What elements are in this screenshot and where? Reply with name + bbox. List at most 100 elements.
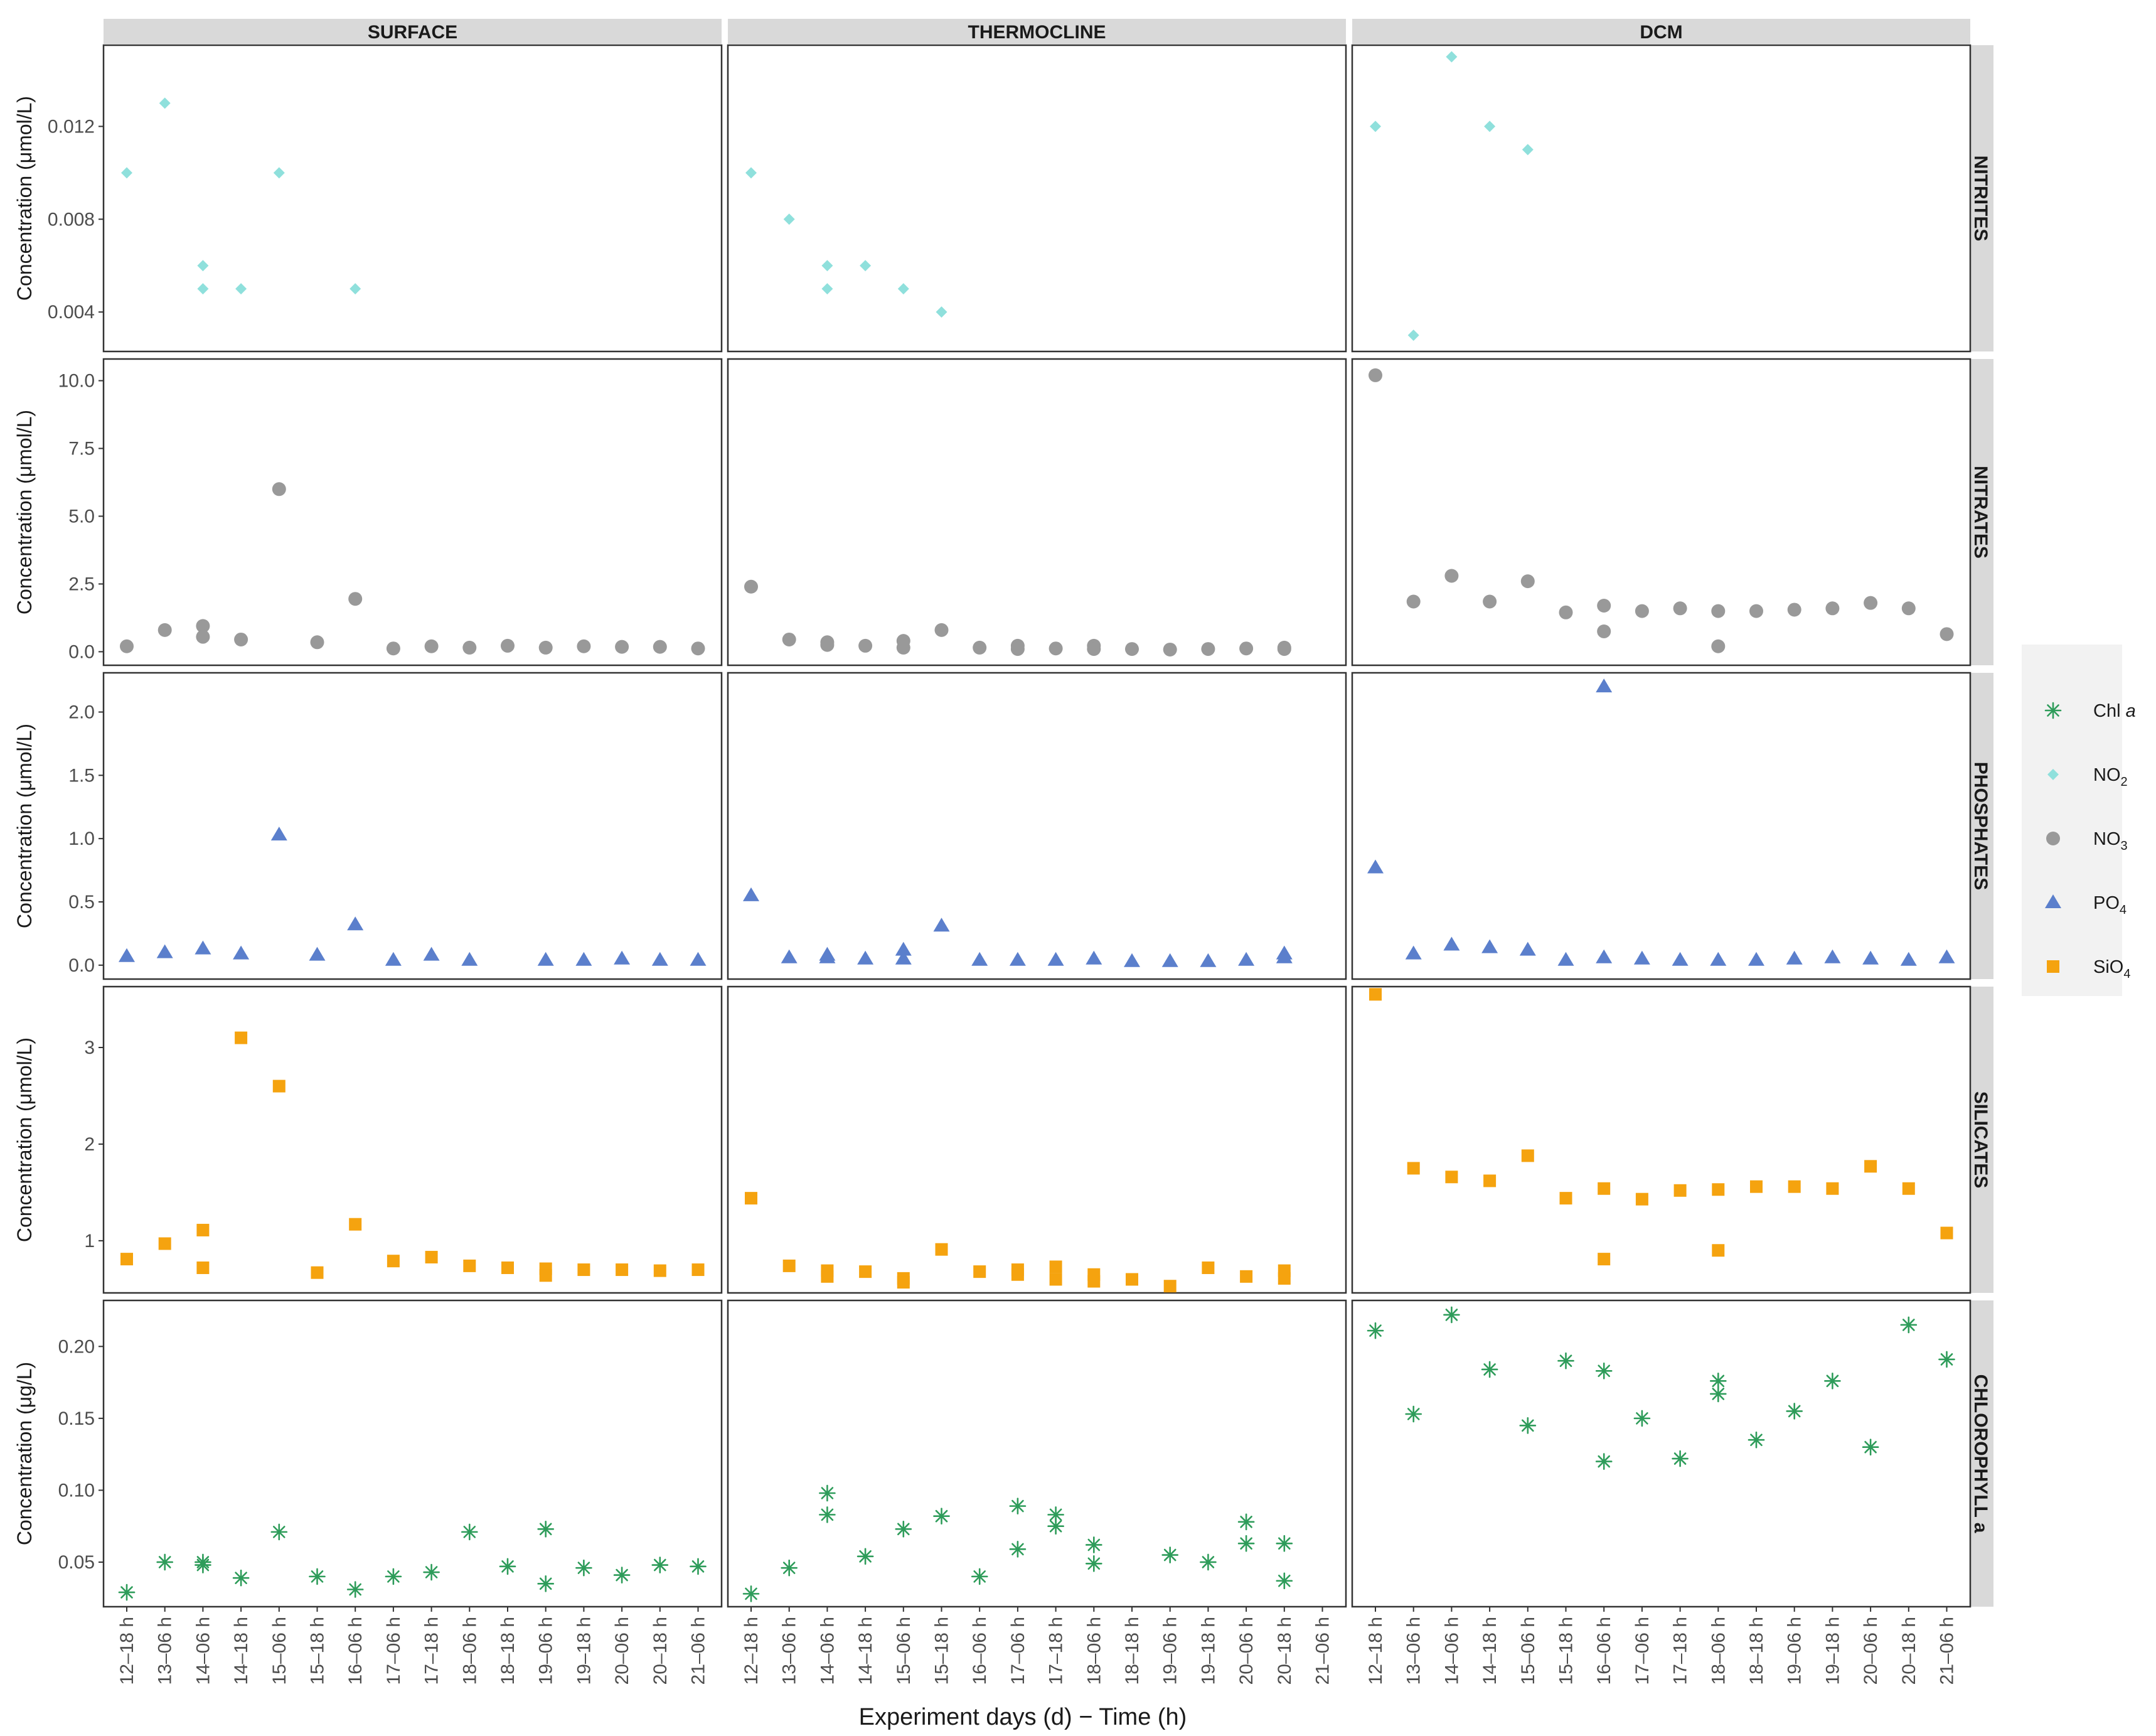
x-tick-label: 20–06 h	[612, 1617, 632, 1685]
y-tick-label: 1.0	[68, 828, 95, 849]
data-point-sio4	[1712, 1244, 1725, 1257]
data-point-no3	[120, 639, 134, 653]
data-point-no3	[820, 638, 835, 652]
legend-key-sio4	[2047, 960, 2059, 973]
panel-dcm-chl	[1351, 1299, 1972, 1608]
data-point-no2	[121, 167, 132, 179]
data-point-po4	[895, 950, 912, 965]
data-point-chl	[118, 1583, 136, 1601]
panel-dcm-no3	[1351, 358, 1972, 667]
x-axis-title: Experiment days (d) − Time (h)	[859, 1704, 1187, 1730]
data-point-po4	[1519, 941, 1536, 956]
data-point-po4	[1200, 953, 1217, 967]
data-point-no2	[821, 283, 833, 295]
data-point-chl	[575, 1559, 592, 1577]
data-point-po4	[461, 951, 478, 966]
data-point-po4	[1672, 951, 1689, 966]
data-point-chl	[1481, 1361, 1498, 1378]
x-tick-label: 21–06 h	[1313, 1617, 1333, 1685]
data-point-chl	[971, 1568, 988, 1585]
data-point-po4	[1710, 951, 1727, 966]
data-point-no2	[897, 283, 909, 295]
data-point-po4	[1009, 951, 1026, 966]
data-point-chl	[1748, 1431, 1765, 1449]
data-point-sio4	[1445, 1171, 1458, 1184]
data-point-no3	[157, 623, 172, 637]
y-tick-label: 0.012	[48, 116, 95, 137]
data-point-sio4	[235, 1031, 248, 1044]
data-point-no3	[386, 641, 400, 656]
y-tick-label: 0.15	[58, 1408, 95, 1429]
data-point-no3	[501, 638, 515, 653]
data-point-no3	[1825, 601, 1840, 616]
legend-label: SiO4	[2093, 957, 2130, 981]
data-point-po4	[156, 944, 173, 958]
data-point-chl	[1595, 1362, 1613, 1380]
data-point-sio4	[425, 1251, 438, 1264]
data-point-chl	[1009, 1541, 1027, 1558]
data-point-no3	[234, 632, 248, 646]
data-point-po4	[347, 916, 364, 931]
data-point-no3	[1864, 596, 1878, 610]
data-point-po4	[857, 950, 874, 965]
data-point-sio4	[577, 1263, 590, 1277]
data-point-chl	[1009, 1498, 1027, 1514]
data-point-po4	[1938, 949, 1955, 963]
data-point-no3	[462, 640, 477, 655]
data-point-po4	[1276, 949, 1293, 963]
data-point-no3	[196, 619, 210, 633]
y-tick-label: 0.20	[58, 1336, 95, 1357]
row-strip-no2	[1968, 45, 1993, 351]
panel-surface-no3	[102, 358, 723, 667]
data-point-chl	[1595, 1453, 1613, 1470]
data-point-chl	[1086, 1555, 1102, 1572]
data-point-no3	[782, 632, 796, 646]
data-point-po4	[781, 949, 798, 963]
data-point-chl	[819, 1506, 836, 1523]
legend-label: NO3	[2093, 829, 2128, 853]
y-tick-label: 0.0	[68, 641, 95, 662]
row-strip-no3	[1968, 359, 1993, 665]
column-strip-thermocline	[728, 19, 1346, 44]
data-point-no2	[1522, 144, 1534, 156]
x-tick-label: 12–18 h	[117, 1617, 137, 1685]
data-point-sio4	[616, 1263, 629, 1277]
data-point-no3	[577, 639, 591, 653]
data-point-chl	[1047, 1518, 1064, 1535]
data-point-no2	[821, 260, 833, 272]
y-tick-label: 2.0	[68, 702, 95, 723]
data-point-po4	[1367, 859, 1384, 874]
x-tick-label: 14–06 h	[817, 1617, 838, 1685]
row-strip-label: CHLOROPHYLL a	[1970, 1374, 1991, 1533]
data-point-chl	[1938, 1351, 1955, 1368]
legend-key-no2	[2047, 769, 2059, 780]
panel-surface-chl	[102, 1299, 723, 1608]
data-point-chl	[461, 1523, 478, 1541]
x-tick-label: 19–06 h	[536, 1617, 557, 1685]
panel-thermocline-sio4	[727, 985, 1347, 1294]
x-tick-label: 20–06 h	[1236, 1617, 1257, 1685]
y-axis-title: Concentration (μmol/L)	[13, 410, 36, 614]
x-tick-label: 20–18 h	[1274, 1617, 1295, 1685]
data-point-no3	[1369, 368, 1382, 382]
x-tick-label: 17–06 h	[1632, 1617, 1653, 1685]
x-tick-label: 19–18 h	[574, 1617, 594, 1685]
y-tick-label: 7.5	[68, 439, 95, 459]
data-point-no3	[1597, 624, 1611, 639]
y-tick-label: 1	[84, 1231, 95, 1251]
panel-thermocline-no3	[727, 358, 1347, 667]
data-point-no3	[1559, 605, 1573, 619]
data-point-po4	[971, 951, 988, 966]
legend-item-no3: NO3	[2046, 829, 2128, 853]
data-point-no3	[1940, 627, 1954, 641]
data-point-chl	[690, 1558, 707, 1575]
data-point-sio4	[196, 1261, 210, 1274]
x-tick-label: 14–18 h	[1480, 1617, 1500, 1685]
legend-key-no3	[2046, 832, 2060, 845]
legend-label: PO4	[2093, 893, 2127, 917]
x-tick-label: 19–06 h	[1785, 1617, 1805, 1685]
y-tick-label: 10.0	[58, 371, 95, 392]
x-tick-label: 12–18 h	[741, 1617, 762, 1685]
data-point-sio4	[1559, 1192, 1572, 1205]
